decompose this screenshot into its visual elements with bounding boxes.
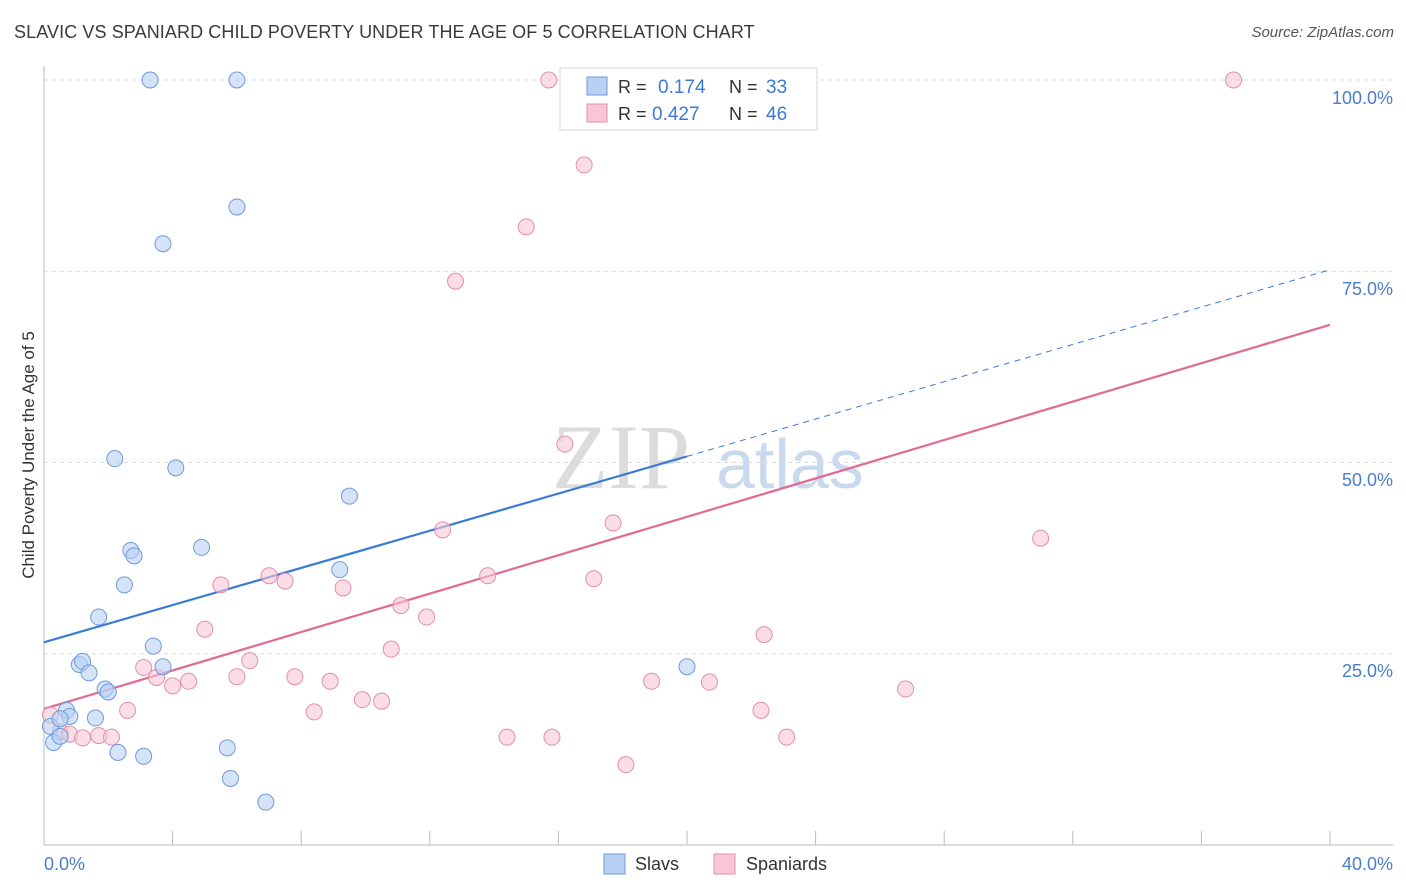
spaniards-point <box>135 659 153 677</box>
slavs-point <box>193 538 211 556</box>
spaniards-point <box>434 521 452 539</box>
legend-n-label-spaniards: N = <box>729 104 758 124</box>
spaniards-point <box>575 156 593 174</box>
bottom-legend-label-slavs: Slavs <box>635 854 679 874</box>
spaniards-point <box>418 608 436 626</box>
spaniards-point <box>617 756 635 774</box>
spaniards-point <box>392 597 410 615</box>
spaniards-point <box>180 672 198 690</box>
spaniards-point <box>241 652 259 670</box>
slavs-point <box>106 450 124 468</box>
slavs-point <box>51 727 69 745</box>
spaniards-point <box>164 677 182 695</box>
spaniards-point <box>382 640 400 658</box>
spaniards-trend-line <box>43 323 1331 710</box>
legend-r-value-spaniards: 0.427 <box>652 104 700 125</box>
slavs-point <box>99 683 117 701</box>
spaniards-point <box>103 728 121 746</box>
legend-r-label-spaniards: R = <box>618 104 647 124</box>
spaniards-point <box>260 567 278 585</box>
source-label: Source: ZipAtlas.com <box>1251 24 1394 41</box>
slavs-point <box>340 487 358 505</box>
slavs-point <box>90 608 108 626</box>
slavs-trend-line <box>43 455 688 644</box>
spaniards-point <box>556 435 574 453</box>
y-tick-label-25: 25.0% <box>1342 661 1393 681</box>
spaniards-point <box>604 514 622 532</box>
slavs-point <box>135 747 153 765</box>
series-legend: Slavs Spaniards <box>603 853 827 875</box>
spaniards-point <box>778 728 796 746</box>
slavs-point <box>86 709 104 727</box>
slavs-point <box>109 743 127 761</box>
y-tick-label-100: 100.0% <box>1332 88 1393 108</box>
spaniards-point <box>212 576 230 594</box>
spaniards-point <box>897 680 915 698</box>
spaniards-point <box>286 668 304 686</box>
slavs-point <box>678 658 696 676</box>
slavs-point <box>167 459 185 477</box>
slavs-point <box>331 561 349 579</box>
spaniards-point <box>196 620 214 638</box>
slavs-point <box>80 664 98 682</box>
legend-swatch-slavs <box>586 76 608 96</box>
slavs-point <box>228 71 246 89</box>
spaniards-point <box>353 691 371 709</box>
spaniards-point <box>74 729 92 747</box>
legend-r-value-slavs: 0.174 <box>658 77 706 98</box>
slavs-trend-extension <box>686 269 1331 457</box>
x-tick-label-min: 0.0% <box>44 854 85 874</box>
spaniards-point <box>447 272 465 290</box>
legend-n-value-spaniards: 46 <box>766 104 787 125</box>
slavs-point <box>221 769 239 787</box>
spaniards-point <box>334 579 352 597</box>
data-points <box>41 71 1243 811</box>
spaniards-point <box>517 218 535 236</box>
spaniards-point <box>543 728 561 746</box>
slavs-point <box>154 658 172 676</box>
legend-n-value-slavs: 33 <box>766 77 787 98</box>
spaniards-point <box>321 672 339 690</box>
spaniards-point <box>276 572 294 590</box>
slavs-point <box>228 198 246 216</box>
spaniards-point <box>479 567 497 585</box>
legend-r-label-slavs: R = <box>618 77 647 97</box>
spaniards-point <box>305 703 323 721</box>
bottom-legend-swatch-slavs <box>603 853 626 875</box>
spaniards-point <box>701 673 719 691</box>
spaniards-point <box>1032 529 1050 547</box>
spaniards-point <box>755 626 773 644</box>
trend-lines <box>43 269 1331 710</box>
spaniards-point <box>498 728 516 746</box>
slavs-point <box>144 637 162 655</box>
y-tick-label-75: 75.0% <box>1342 279 1393 299</box>
legend-swatch-spaniards <box>586 103 608 123</box>
spaniards-point <box>228 668 246 686</box>
stats-legend: R = 0.174 N = 33 R = 0.427 N = 46 <box>559 67 818 131</box>
spaniards-point <box>643 672 661 690</box>
slavs-point <box>218 739 236 757</box>
slavs-point <box>51 710 69 728</box>
slavs-point <box>154 235 172 253</box>
x-tick-label-max: 40.0% <box>1342 854 1393 874</box>
chart-title: SLAVIC VS SPANIARD CHILD POVERTY UNDER T… <box>14 22 755 42</box>
spaniards-point <box>540 71 558 89</box>
spaniards-point <box>752 701 770 719</box>
spaniards-point <box>1225 71 1243 89</box>
watermark-atlas: atlas <box>716 425 864 503</box>
y-tick-label-50: 50.0% <box>1342 470 1393 490</box>
slavs-point <box>115 576 133 594</box>
spaniards-point <box>373 692 391 710</box>
watermark-zip: ZIP <box>552 406 690 508</box>
bottom-legend-label-spaniards: Spaniards <box>746 854 827 874</box>
spaniards-point <box>119 701 137 719</box>
y-axis-title: Child Poverty Under the Age of 5 <box>19 331 38 579</box>
slavs-point <box>125 547 143 565</box>
slavs-point <box>141 71 159 89</box>
bottom-legend-swatch-spaniards <box>713 853 736 875</box>
slavs-point <box>257 793 275 811</box>
spaniards-point <box>585 570 603 588</box>
legend-n-label-slavs: N = <box>729 77 758 97</box>
